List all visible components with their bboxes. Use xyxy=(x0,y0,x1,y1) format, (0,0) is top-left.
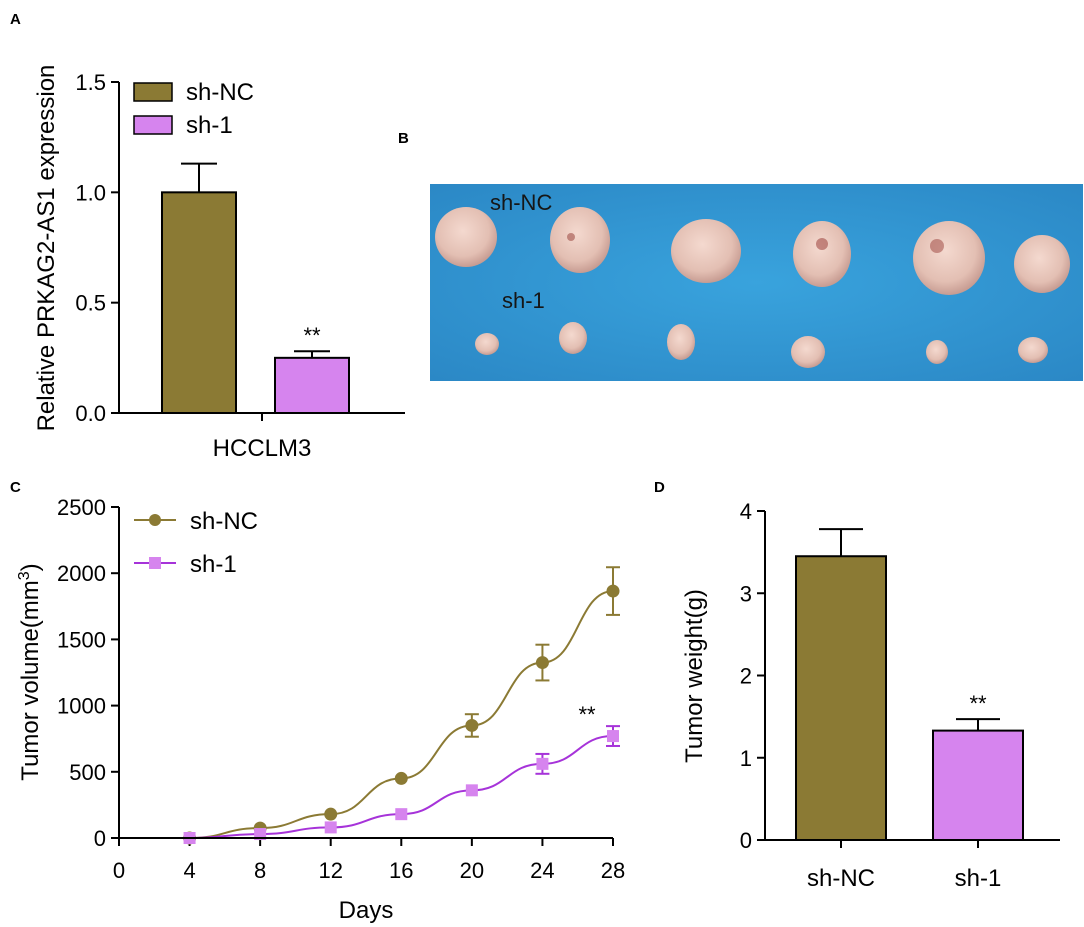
c-legend-label-sh-1: sh-1 xyxy=(190,551,237,578)
c-y-tick-label: 1500 xyxy=(57,627,106,652)
d-y-tick-label: 0 xyxy=(740,828,752,853)
tumor-sh-nc-3 xyxy=(671,219,741,283)
tumor-sh-1-5 xyxy=(926,340,948,364)
d-y-tick-label: 3 xyxy=(740,581,752,606)
tumor-photo-illustration xyxy=(430,184,1083,381)
tumor-sh-nc-2 xyxy=(550,207,610,273)
c-y-axis-label-main: Tumor volume(mm xyxy=(17,580,44,780)
a-y-tick-label: 1.0 xyxy=(75,180,106,205)
c-point-sh-nc xyxy=(606,584,620,598)
a-bar-sh-nc xyxy=(161,191,237,414)
d-y-tick-label: 4 xyxy=(740,499,752,524)
a-y-axis-label: Relative PRKAG2-AS1 expression xyxy=(33,65,60,432)
c-series-line-sh-1 xyxy=(189,735,614,839)
c-y-tick-label: 1000 xyxy=(57,694,106,719)
c-point-sh-nc xyxy=(535,656,549,670)
c-significance-label: ** xyxy=(578,702,596,727)
c-x-tick-label: 12 xyxy=(318,858,342,883)
panel-letter-b: B xyxy=(398,130,409,147)
c-x-tick-label: 4 xyxy=(183,858,195,883)
c-y-axis-label-sup: 3 xyxy=(16,571,33,580)
c-x-tick-label: 28 xyxy=(601,858,625,883)
d-x-category-label-sh-1: sh-1 xyxy=(955,865,1002,892)
tumor-sh-1-1 xyxy=(475,333,499,355)
tumor-sh-1-2 xyxy=(559,322,587,354)
photo-row-label-sh-nc: sh-NC xyxy=(490,190,553,215)
c-x-tick-label: 20 xyxy=(460,858,484,883)
c-point-sh-nc xyxy=(465,718,479,732)
c-series-line-sh-nc xyxy=(189,590,614,839)
a-legend: sh-NC sh-1 xyxy=(133,79,254,139)
c-point-sh-1 xyxy=(324,821,337,834)
a-legend-label-sh-nc: sh-NC xyxy=(186,79,254,106)
c-x-tick-label: 16 xyxy=(389,858,413,883)
panel-a-bar-chart: 0.0 0.5 1.0 1.5 ** HCCLM3 Relative PRKAG2-A… xyxy=(33,65,405,462)
c-x-axis-label: Days xyxy=(339,897,394,924)
d-bar-sh-1 xyxy=(932,729,1024,841)
c-legend-marker-sh-nc xyxy=(149,514,161,526)
c-legend: sh-NC sh-1 xyxy=(134,508,258,578)
c-point-sh-nc xyxy=(324,807,338,821)
c-x-tick-label: 24 xyxy=(530,858,554,883)
d-bar-sh-nc xyxy=(795,555,887,841)
tumor-sh-nc-5 xyxy=(913,221,985,295)
c-legend-marker-sh-1 xyxy=(149,557,161,569)
c-y-tick-label: 500 xyxy=(69,760,106,785)
d-y-tick-label: 1 xyxy=(740,746,752,771)
tumor-sh-nc-4-spot xyxy=(816,238,828,250)
c-y-tick-label: 2000 xyxy=(57,561,106,586)
tumor-sh-1-3 xyxy=(667,324,695,360)
c-y-tick-label: 2500 xyxy=(57,495,106,520)
panel-letter-c: C xyxy=(10,479,21,496)
c-point-sh-nc xyxy=(394,771,408,785)
c-y-axis-label-close: ) xyxy=(17,563,44,571)
d-y-tick-label: 2 xyxy=(740,664,752,689)
a-y-tick-label: 1.5 xyxy=(75,70,106,95)
tumor-sh-nc-5-spot xyxy=(930,239,944,253)
tumor-sh-nc-1 xyxy=(435,207,497,267)
a-y-tick-label: 0.0 xyxy=(75,401,106,426)
tumor-sh-1-4 xyxy=(791,336,825,368)
a-bar-sh-1 xyxy=(274,356,350,415)
c-y-axis-label: Tumor volume(mm3) xyxy=(16,563,44,780)
tumor-sh-1-6 xyxy=(1018,337,1048,363)
photo-row-label-sh-1: sh-1 xyxy=(502,288,545,313)
c-y-tick-label: 0 xyxy=(94,826,106,851)
tumor-sh-nc-4 xyxy=(793,221,851,287)
c-legend-label-sh-nc: sh-NC xyxy=(190,508,258,535)
c-x-tick-label: 8 xyxy=(254,858,266,883)
a-legend-label-sh-1: sh-1 xyxy=(186,112,233,139)
c-point-sh-1 xyxy=(465,784,478,797)
tumor-sh-nc-6 xyxy=(1014,235,1070,293)
panel-letter-a: A xyxy=(10,11,21,28)
a-legend-swatch-sh-nc xyxy=(133,82,173,102)
c-point-sh-1 xyxy=(395,808,408,821)
panel-b-tumor-photo: sh-NC sh-1 xyxy=(430,184,1083,381)
a-significance-label: ** xyxy=(303,323,321,348)
c-point-sh-1 xyxy=(536,757,549,770)
c-x-tick-label: 0 xyxy=(113,858,125,883)
tumor-sh-nc-2-spot xyxy=(567,233,575,241)
a-legend-swatch-sh-1 xyxy=(133,115,173,135)
panel-d-bar-chart: 0 1 2 3 4 sh-NC sh-1 ** Tumor weight(g) xyxy=(681,499,1060,892)
a-x-category-label: HCCLM3 xyxy=(213,435,312,462)
d-x-category-label-sh-nc: sh-NC xyxy=(807,865,875,892)
c-point-sh-1 xyxy=(607,730,619,743)
d-y-axis-label: Tumor weight(g) xyxy=(681,589,708,763)
panel-c-line-chart: 0 500 1000 1500 2000 2500 0 4 8 12 16 20 24 28 Days T… xyxy=(16,495,625,924)
d-significance-label: ** xyxy=(969,691,987,716)
a-y-tick-label: 0.5 xyxy=(75,291,106,316)
panel-letter-d: D xyxy=(654,479,665,496)
